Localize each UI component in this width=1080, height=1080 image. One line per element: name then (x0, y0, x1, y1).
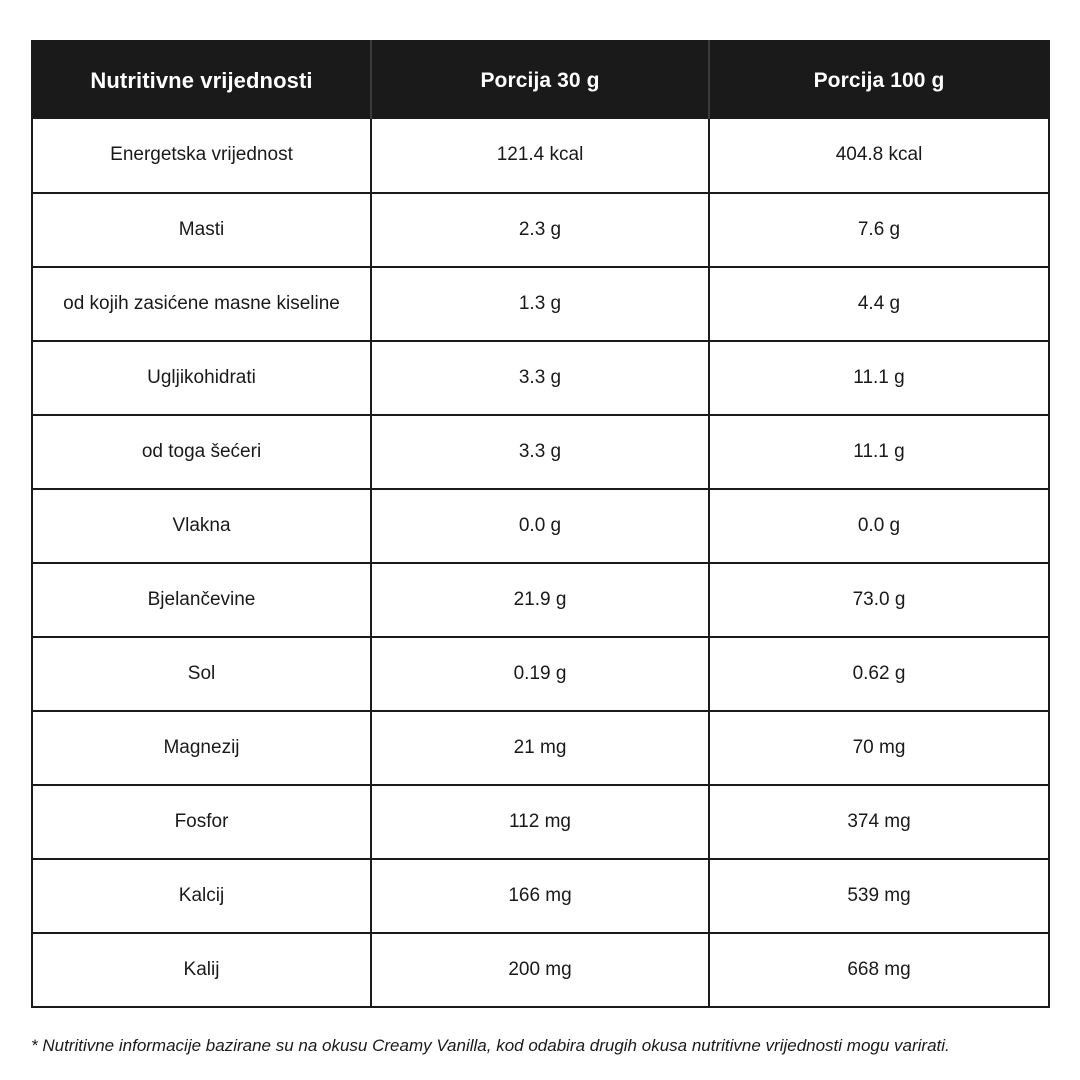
cell-nutrient-label: Ugljikohidrati (32, 340, 372, 415)
cell-serving-30: 0.19 g (371, 636, 710, 711)
cell-nutrient-label: Kalij (32, 932, 372, 1007)
table-row: Bjelančevine 21.9 g 73.0 g (32, 562, 1049, 637)
table-row: Kalij 200 mg 668 mg (32, 932, 1049, 1007)
table-row: Magnezij 21 mg 70 mg (32, 710, 1049, 785)
cell-serving-30: 3.3 g (371, 414, 710, 489)
nutrition-table: Nutritivne vrijednosti Porcija 30 g Porc… (31, 40, 1050, 1008)
table-row: Vlakna 0.0 g 0.0 g (32, 488, 1049, 563)
table-row: Energetska vrijednost 121.4 kcal 404.8 kca… (32, 119, 1049, 193)
table-body: Energetska vrijednost 121.4 kcal 404.8 kca… (32, 119, 1049, 1007)
cell-nutrient-label: Bjelančevine (32, 562, 372, 637)
cell-serving-100: 539 mg (709, 858, 1049, 933)
cell-serving-100: 70 mg (709, 710, 1049, 785)
table-row: Sol 0.19 g 0.62 g (32, 636, 1049, 711)
cell-nutrient-label: Magnezij (32, 710, 372, 785)
cell-serving-100: 7.6 g (709, 192, 1049, 267)
footnote-text: * Nutritivne informacije bazirane su na … (31, 1036, 950, 1055)
header-row: Nutritivne vrijednosti Porcija 30 g Porc… (32, 41, 1049, 119)
table-header: Nutritivne vrijednosti Porcija 30 g Porc… (32, 41, 1049, 119)
cell-serving-30: 21 mg (371, 710, 710, 785)
cell-serving-30: 2.3 g (371, 192, 710, 267)
cell-serving-30: 112 mg (371, 784, 710, 859)
cell-serving-30: 3.3 g (371, 340, 710, 415)
cell-serving-30: 21.9 g (371, 562, 710, 637)
column-header-label: Nutritivne vrijednosti (32, 41, 372, 119)
cell-serving-100: 404.8 kcal (709, 119, 1049, 193)
table-row: Masti 2.3 g 7.6 g (32, 192, 1049, 267)
cell-serving-100: 0.62 g (709, 636, 1049, 711)
cell-serving-100: 11.1 g (709, 414, 1049, 489)
cell-serving-30: 121.4 kcal (371, 119, 710, 193)
cell-serving-100: 668 mg (709, 932, 1049, 1007)
cell-serving-30: 1.3 g (371, 266, 710, 341)
cell-nutrient-label: Energetska vrijednost (32, 119, 372, 193)
cell-serving-30: 200 mg (371, 932, 710, 1007)
cell-serving-100: 374 mg (709, 784, 1049, 859)
cell-nutrient-label: Masti (32, 192, 372, 267)
table-row: od kojih zasićene masne kiseline 1.3 g 4.4… (32, 266, 1049, 341)
cell-serving-100: 4.4 g (709, 266, 1049, 341)
cell-serving-30: 0.0 g (371, 488, 710, 563)
cell-serving-100: 11.1 g (709, 340, 1049, 415)
cell-nutrient-label: Fosfor (32, 784, 372, 859)
table-row: Ugljikohidrati 3.3 g 11.1 g (32, 340, 1049, 415)
cell-serving-100: 73.0 g (709, 562, 1049, 637)
cell-serving-30: 166 mg (371, 858, 710, 933)
nutrition-table-container: Nutritivne vrijednosti Porcija 30 g Porc… (31, 40, 1050, 1008)
cell-serving-100: 0.0 g (709, 488, 1049, 563)
cell-nutrient-label: od kojih zasićene masne kiseline (32, 266, 372, 341)
cell-nutrient-label: Vlakna (32, 488, 372, 563)
cell-nutrient-label: Sol (32, 636, 372, 711)
table-row: Fosfor 112 mg 374 mg (32, 784, 1049, 859)
column-header-serving-100: Porcija 100 g (709, 41, 1049, 119)
cell-nutrient-label: od toga šećeri (32, 414, 372, 489)
table-row: od toga šećeri 3.3 g 11.1 g (32, 414, 1049, 489)
column-header-serving-30: Porcija 30 g (371, 41, 710, 119)
table-row: Kalcij 166 mg 539 mg (32, 858, 1049, 933)
cell-nutrient-label: Kalcij (32, 858, 372, 933)
